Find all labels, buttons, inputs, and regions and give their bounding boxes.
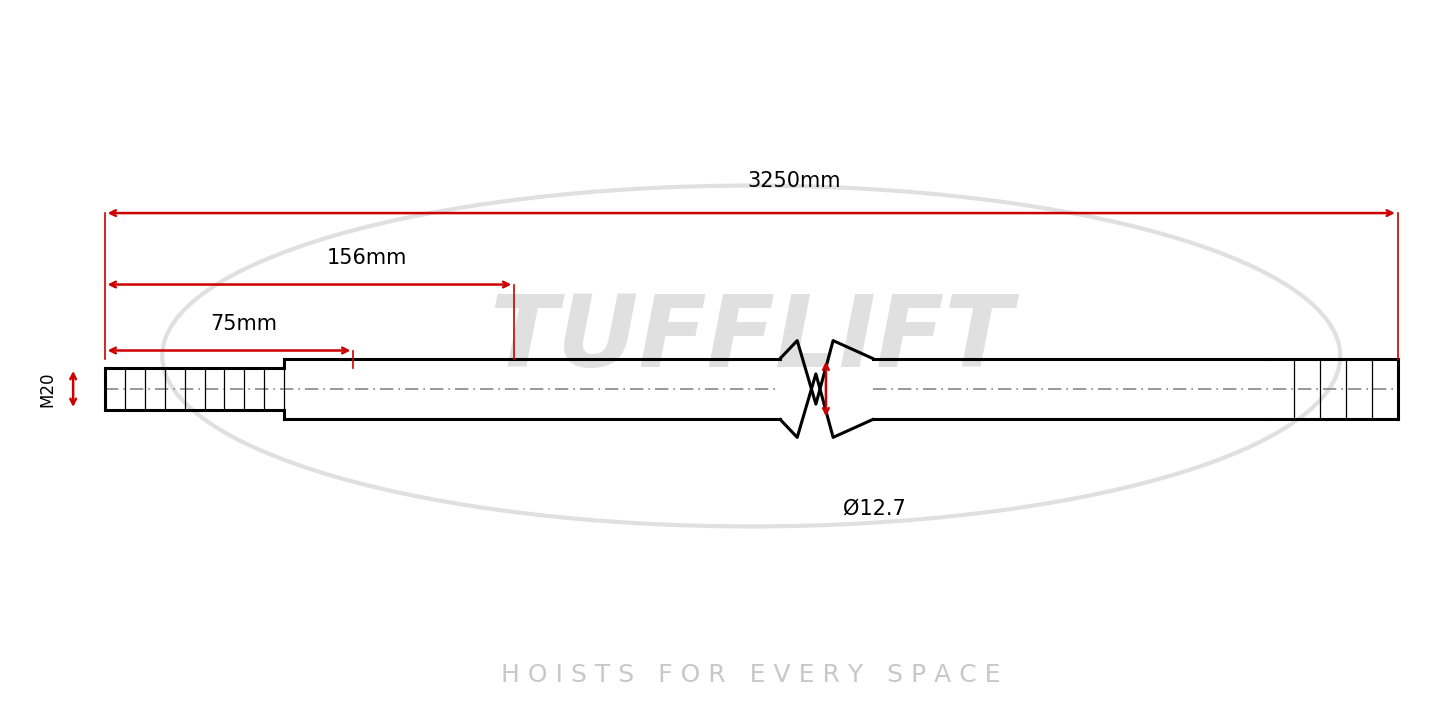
Text: Ø12.7: Ø12.7 [844,499,906,519]
Text: M20: M20 [38,371,56,407]
Text: 75mm: 75mm [210,314,277,334]
Text: 156mm: 156mm [327,248,407,268]
Text: 3250mm: 3250mm [747,171,841,191]
Text: H O I S T S   F O R   E V E R Y   S P A C E: H O I S T S F O R E V E R Y S P A C E [501,663,1001,687]
Text: TUFFLIFT: TUFFLIFT [490,291,1013,388]
